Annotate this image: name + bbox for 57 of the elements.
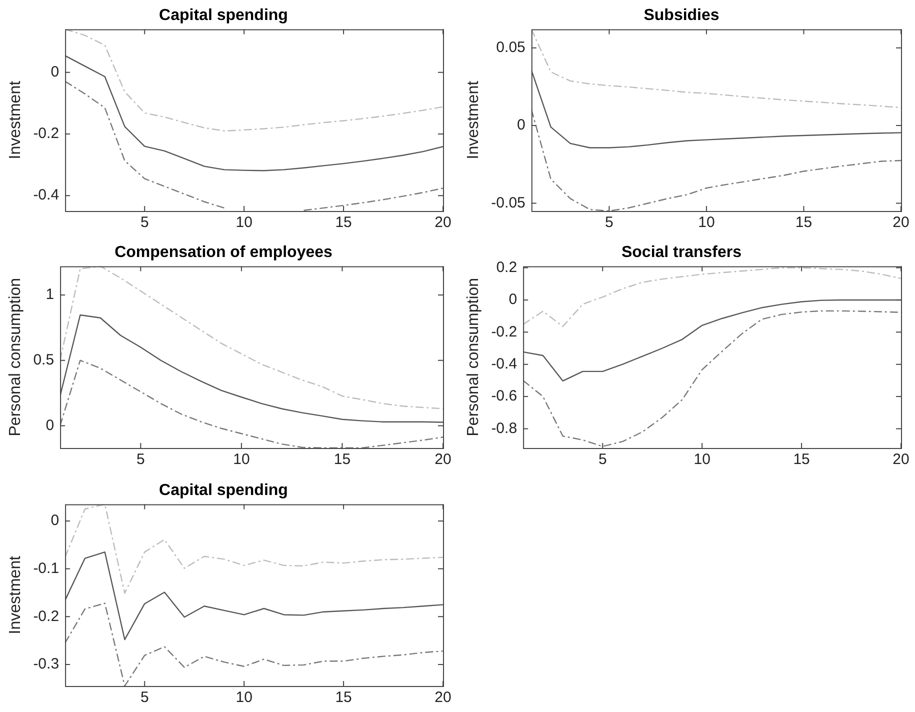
y-axis-title: Investment [7, 80, 24, 160]
line-series [523, 267, 901, 328]
x-tick-label: 15 [793, 451, 810, 468]
y-tick-label: 0 [517, 116, 526, 134]
y-axis-title: Investment [7, 555, 24, 634]
y-axis-title: Investment [465, 80, 482, 160]
x-tick-label: 5 [598, 451, 607, 468]
chart-title: Social transfers [621, 244, 742, 262]
x-tick-label: 10 [694, 451, 710, 468]
y-tick-label: -0.4 [491, 355, 518, 372]
line-series [60, 266, 443, 410]
y-tick-label: -0.05 [491, 194, 526, 212]
y-tick-label: 0.2 [496, 258, 518, 276]
line-series [523, 310, 901, 447]
line-series [60, 360, 443, 448]
x-tick-label: 10 [698, 214, 715, 232]
line-series [65, 602, 443, 686]
x-tick-label: 20 [434, 689, 452, 706]
x-tick-label: 20 [434, 451, 452, 468]
y-tick-label: -0.1 [33, 560, 60, 577]
chart-title: Capital spending [159, 7, 288, 24]
y-tick-label: 0.05 [496, 38, 526, 56]
x-tick-label: 20 [892, 451, 910, 468]
y-tick-label: 0 [508, 291, 518, 308]
y-tick-label: 0 [46, 416, 54, 434]
x-tick-label: 10 [236, 214, 252, 232]
x-tick-label: 5 [605, 214, 614, 232]
x-tick-label: 5 [140, 689, 149, 706]
y-tick-label: -0.2 [491, 323, 518, 340]
y-tick-label: 0 [50, 512, 60, 530]
y-tick-label: 0.5 [33, 352, 54, 369]
x-tick-label: 20 [434, 214, 452, 232]
line-series [531, 29, 901, 108]
x-tick-label: 15 [335, 214, 352, 232]
chart-title: Subsidies [644, 7, 720, 24]
y-tick-label: -0.8 [491, 420, 518, 437]
y-axis-title: Personal consumption [7, 278, 24, 436]
line-series [65, 504, 443, 594]
x-tick-label: 10 [233, 451, 250, 468]
x-tick-label: 15 [795, 214, 812, 232]
y-tick-label: -0.3 [33, 656, 60, 673]
x-tick-label: 5 [140, 214, 149, 232]
line-series [65, 29, 443, 132]
x-tick-label: 15 [334, 451, 351, 468]
chart-title: Capital spending [159, 482, 288, 500]
x-tick-label: 5 [136, 451, 145, 468]
x-tick-label: 10 [236, 689, 252, 706]
x-tick-label: 15 [335, 689, 352, 706]
chart-title: Compensation of employees [114, 244, 333, 262]
y-tick-label: -0.6 [491, 388, 518, 405]
y-tick-label: 0 [50, 63, 60, 80]
y-axis-title: Personal consumption [465, 278, 482, 436]
x-tick-label: 20 [892, 214, 910, 232]
y-tick-label: 1 [46, 286, 54, 304]
y-tick-label: -0.2 [33, 608, 60, 625]
y-tick-label: -0.4 [33, 186, 60, 204]
y-tick-label: -0.2 [33, 125, 60, 142]
